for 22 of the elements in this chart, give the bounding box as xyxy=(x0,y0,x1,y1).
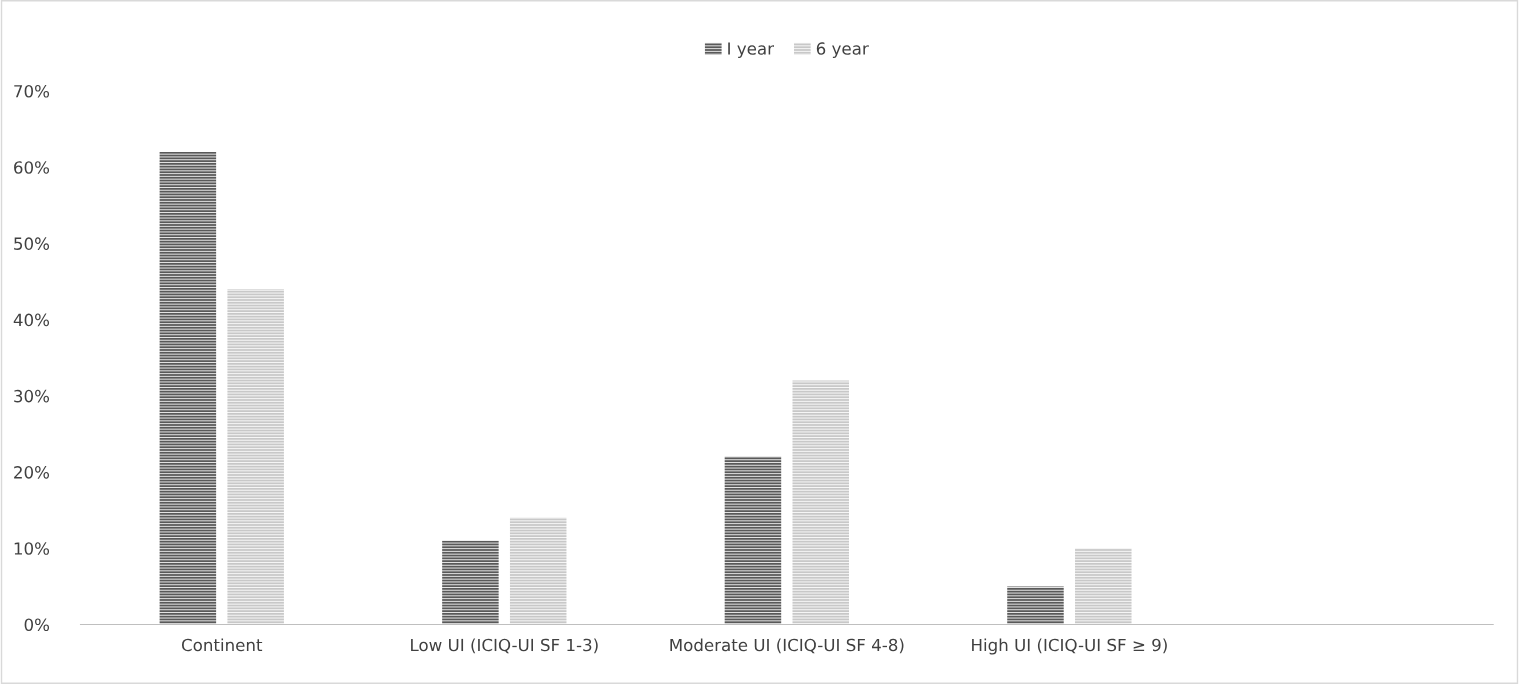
bar xyxy=(792,380,849,625)
x-tick-label: Low UI (ICIQ-UI SF 1-3) xyxy=(411,638,598,654)
y-tick-label: 10% xyxy=(14,542,50,555)
x-tick-label: Moderate UI (ICIQ-UI SF 4-8) xyxy=(670,638,904,654)
y-tick-label: 20% xyxy=(14,466,50,479)
y-tick-label: 40% xyxy=(13,313,50,327)
y-tick-label: 60% xyxy=(14,161,50,174)
bar xyxy=(1007,586,1064,625)
y-tick-label: 70% xyxy=(14,84,50,98)
bar xyxy=(159,151,217,625)
y-tick-label: 50% xyxy=(14,237,50,250)
bar xyxy=(227,289,284,625)
legend-label: 6 year xyxy=(816,42,869,59)
x-tick-label: Continent xyxy=(181,638,263,652)
bar xyxy=(1075,548,1132,625)
y-tick-label: 30% xyxy=(14,389,50,403)
bar xyxy=(442,540,499,625)
bar xyxy=(509,517,567,625)
bar xyxy=(724,456,782,625)
y-tick-label: 0% xyxy=(24,618,50,632)
x-tick-label: High UI (ICIQ-UI SF ≥ 9) xyxy=(972,638,1167,655)
legend-label: I year xyxy=(728,42,774,59)
